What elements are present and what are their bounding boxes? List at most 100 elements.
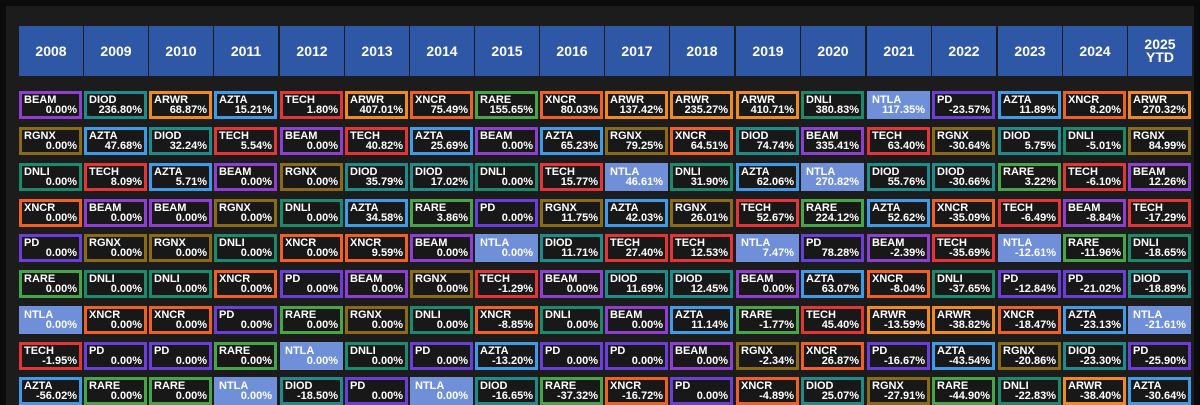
return-value: 80.03% bbox=[560, 104, 598, 116]
ticker-cell: BEAM 335.41% bbox=[801, 127, 864, 155]
return-value: 0.00% bbox=[566, 319, 598, 331]
return-value: -8.84% bbox=[1086, 212, 1121, 224]
ticker-cell: DIOD 11.69% bbox=[605, 270, 668, 298]
return-value: 0.00% bbox=[436, 390, 468, 402]
ticker-cell: TECH -1.95% bbox=[19, 342, 82, 370]
year-header-8: 2016 bbox=[540, 26, 604, 76]
ticker-cell: XNCR 0.00% bbox=[280, 234, 343, 262]
return-value: 0.00% bbox=[306, 176, 338, 188]
ticker-cell: BEAM -2.39% bbox=[867, 234, 930, 262]
ticker-symbol: AZTA bbox=[741, 166, 770, 178]
ticker-symbol: XNCR bbox=[872, 273, 904, 285]
ticker-cell: NTLA 270.82% bbox=[801, 163, 864, 191]
return-value: 0.00% bbox=[306, 283, 338, 295]
ticker-symbol: RGNX bbox=[1133, 130, 1165, 142]
return-value: 74.74% bbox=[756, 140, 794, 152]
return-value: 12.53% bbox=[690, 247, 728, 259]
return-value: 0.00% bbox=[566, 355, 598, 367]
ticker-symbol: BEAM bbox=[89, 202, 122, 214]
return-value: -11.96% bbox=[1080, 247, 1121, 259]
return-value: 9.59% bbox=[371, 247, 403, 259]
ticker-symbol: RGNX bbox=[285, 166, 317, 178]
ticker-symbol: XNCR bbox=[675, 130, 707, 142]
ticker-cell: AZTA 63.07% bbox=[801, 270, 864, 298]
ticker-symbol: RARE bbox=[415, 202, 447, 214]
ticker-symbol: PD bbox=[610, 345, 626, 357]
return-value: -16.67% bbox=[884, 355, 925, 367]
ticker-cell: BEAM 0.00% bbox=[149, 199, 212, 227]
ticker-symbol: DNLI bbox=[1068, 130, 1094, 142]
ticker-symbol: DNLI bbox=[285, 202, 311, 214]
return-value: -43.54% bbox=[949, 355, 990, 367]
ticker-cell: DNLI 0.00% bbox=[540, 306, 603, 334]
return-value: 0.00% bbox=[306, 355, 338, 367]
ticker-symbol: DNLI bbox=[89, 273, 115, 285]
ticker-symbol: AZTA bbox=[415, 130, 444, 142]
ticker-cell: ARWR -38.40% bbox=[1063, 377, 1126, 405]
ticker-cell: AZTA -13.20% bbox=[475, 342, 538, 370]
ticker-cell: PD 0.00% bbox=[605, 342, 668, 370]
ticker-cell: AZTA 15.21% bbox=[214, 91, 277, 119]
ticker-cell: PD 0.00% bbox=[280, 270, 343, 298]
year-header-9: 2017 bbox=[605, 26, 669, 76]
ticker-symbol: DIOD bbox=[285, 380, 313, 392]
ticker-symbol: XNCR bbox=[24, 202, 56, 214]
ticker-cell: TECH 12.53% bbox=[670, 234, 733, 262]
ticker-cell: DNLI 380.83% bbox=[801, 91, 864, 119]
ticker-symbol: PD bbox=[285, 273, 301, 285]
return-value: -18.50% bbox=[297, 390, 338, 402]
ticker-cell: RGNX 0.00% bbox=[214, 199, 277, 227]
return-value: 0.00% bbox=[566, 283, 598, 295]
return-value: 0.00% bbox=[240, 319, 272, 331]
return-value: -37.32% bbox=[557, 390, 598, 402]
return-value: 35.79% bbox=[365, 176, 403, 188]
ticker-symbol: NTLA bbox=[415, 380, 445, 392]
ticker-symbol: BEAM bbox=[610, 309, 643, 321]
ticker-cell: RARE 0.00% bbox=[149, 377, 212, 405]
ticker-cell: PD 0.00% bbox=[19, 234, 82, 262]
ticker-symbol: RARE bbox=[480, 94, 512, 106]
ticker-cell: TECH 8.09% bbox=[84, 163, 147, 191]
return-value: 0.00% bbox=[631, 355, 663, 367]
ticker-symbol: AZTA bbox=[872, 202, 901, 214]
ticker-cell: PD 78.28% bbox=[801, 234, 864, 262]
year-header-15: 2023 bbox=[998, 26, 1062, 76]
ticker-symbol: AZTA bbox=[806, 273, 835, 285]
ticker-cell: RGNX 0.00% bbox=[149, 234, 212, 262]
ticker-cell: PD 0.00% bbox=[84, 342, 147, 370]
ticker-symbol: AZTA bbox=[480, 345, 509, 357]
ticker-symbol: DNLI bbox=[350, 345, 376, 357]
ticker-cell: RGNX 11.75% bbox=[540, 199, 603, 227]
return-value: 0.00% bbox=[501, 140, 533, 152]
ticker-cell: XNCR -4.89% bbox=[736, 377, 799, 405]
ticker-cell: ARWR 407.01% bbox=[345, 91, 408, 119]
return-value: 40.82% bbox=[365, 140, 403, 152]
ticker-symbol: DIOD bbox=[545, 237, 573, 249]
ticker-cell: TECH -1.29% bbox=[475, 270, 538, 298]
ticker-symbol: BEAM bbox=[675, 345, 708, 357]
return-value: 26.87% bbox=[821, 355, 859, 367]
return-value: 5.75% bbox=[1024, 140, 1056, 152]
ticker-cell: RARE 224.12% bbox=[801, 199, 864, 227]
ticker-cell: RGNX 84.99% bbox=[1128, 127, 1191, 155]
return-value: 0.00% bbox=[501, 176, 533, 188]
return-value: 0.00% bbox=[110, 247, 142, 259]
ticker-cell: DNLI 0.00% bbox=[280, 199, 343, 227]
ticker-symbol: ARWR bbox=[937, 309, 972, 321]
ticker-cell: DIOD 17.02% bbox=[410, 163, 473, 191]
ticker-symbol: XNCR bbox=[480, 309, 512, 321]
return-value: 68.87% bbox=[169, 104, 207, 116]
ticker-cell: DNLI -37.65% bbox=[932, 270, 995, 298]
ticker-cell: ARWR 68.87% bbox=[149, 91, 212, 119]
ticker-cell: RARE 0.00% bbox=[214, 342, 277, 370]
return-value: -35.09% bbox=[949, 212, 990, 224]
return-value: 75.49% bbox=[430, 104, 468, 116]
ticker-symbol: TECH bbox=[350, 130, 380, 142]
ticker-symbol: PD bbox=[350, 380, 366, 392]
ticker-symbol: DNLI bbox=[154, 273, 180, 285]
ticker-cell: XNCR 26.87% bbox=[801, 342, 864, 370]
return-value: -23.30% bbox=[1080, 355, 1121, 367]
ticker-cell: XNCR 8.20% bbox=[1063, 91, 1126, 119]
ticker-symbol: RGNX bbox=[89, 237, 121, 249]
ticker-cell: PD 0.00% bbox=[540, 342, 603, 370]
